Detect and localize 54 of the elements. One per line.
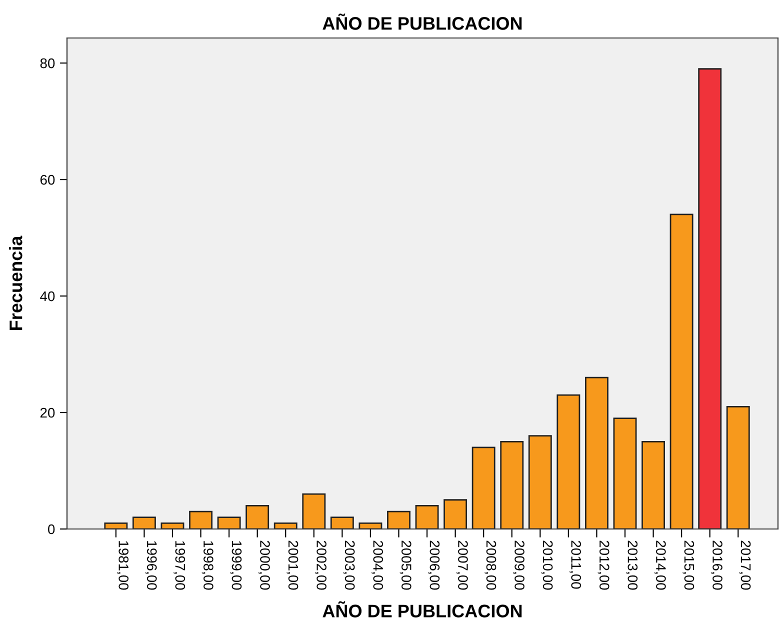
x-tick-label: 1996,00 (145, 541, 157, 590)
bar (217, 516, 241, 529)
bar (330, 516, 354, 529)
x-axis-title: AÑO DE PUBLICACION (322, 601, 522, 618)
x-tick-label: 2000,00 (258, 540, 270, 590)
bar (528, 435, 552, 529)
y-tick-label: 80 (40, 58, 55, 68)
x-tick-label: 2006,00 (428, 540, 440, 590)
bar (642, 440, 666, 529)
bar (387, 510, 410, 529)
bar (132, 516, 156, 529)
x-tick-label: 2007,00 (456, 540, 468, 590)
bar (358, 522, 382, 529)
bar (444, 499, 468, 529)
bar (584, 376, 608, 529)
chart-title: AÑO DE PUBLICACION (322, 14, 522, 30)
x-tick-label: 2008,00 (484, 540, 496, 590)
bar (302, 493, 326, 529)
bar (274, 522, 298, 529)
x-tick-label: 1998,00 (202, 541, 214, 590)
x-tick-label: 1981,00 (117, 541, 129, 590)
x-tick-label: 2010,00 (541, 540, 553, 590)
x-tick-label: 1999,00 (230, 541, 242, 590)
x-tick-label: 2009,00 (512, 540, 524, 590)
bar (472, 446, 496, 529)
x-tick-label: 2002,00 (315, 540, 326, 590)
bar (698, 68, 722, 529)
x-tick-label: 1997,00 (174, 541, 186, 590)
x-tick-label: 2005,00 (400, 540, 412, 590)
bar (415, 505, 439, 529)
x-tick-label: 2013,00 (626, 540, 638, 590)
x-tick-label: 2012,00 (598, 540, 610, 590)
x-tick-label: 2015,00 (682, 540, 694, 590)
bar (189, 510, 212, 529)
y-tick-label: 0 (48, 524, 55, 534)
x-tick-label: 2004,00 (372, 540, 384, 590)
bar (160, 522, 184, 529)
x-tick-label: 2016,00 (710, 540, 722, 590)
y-tick-label: 60 (40, 174, 55, 185)
bar (726, 406, 750, 529)
x-tick-label: 2014,00 (654, 540, 666, 590)
y-tick-label: 20 (40, 408, 55, 418)
x-tick-label: 2001,00 (286, 540, 298, 590)
bar (556, 394, 580, 529)
bar (613, 418, 637, 529)
bar (670, 214, 694, 529)
x-tick-label: 2003,00 (343, 540, 355, 590)
x-tick-label: 2017,00 (739, 540, 751, 590)
bar (500, 440, 524, 529)
bar (246, 505, 270, 529)
y-axis-title: Frecuencia (9, 236, 22, 330)
bar (104, 522, 128, 529)
y-tick-label: 40 (40, 291, 55, 302)
x-tick-label: 2011,00 (570, 540, 582, 589)
